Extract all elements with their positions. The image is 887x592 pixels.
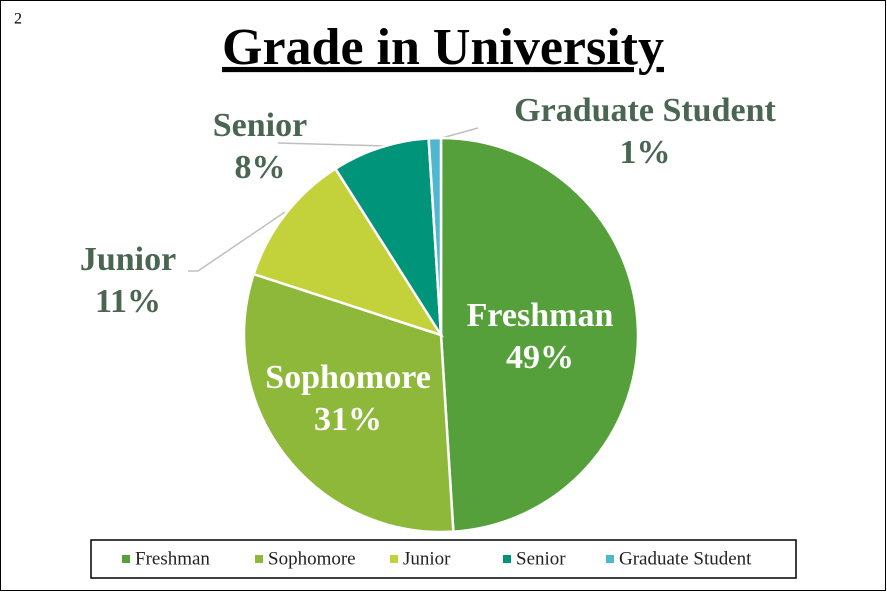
slice-label: Senior — [213, 107, 307, 144]
legend-box — [90, 539, 797, 579]
slice-value-label: 8% — [235, 149, 286, 186]
slice-label: Junior — [80, 241, 176, 278]
pie-slice — [333, 137, 443, 336]
pie-slice — [242, 272, 455, 534]
leader-line — [188, 211, 286, 272]
slice-value-label: 1% — [620, 134, 671, 171]
legend-swatch — [255, 555, 263, 563]
legend-swatch — [606, 555, 614, 563]
pie-slice — [439, 136, 640, 533]
page-number: 2 — [14, 11, 22, 28]
slice-value-label: 49% — [506, 339, 574, 376]
slice-label: Freshman — [467, 297, 614, 334]
legend-label: Junior — [403, 548, 451, 569]
slice-label: Graduate Student — [514, 92, 776, 129]
legend-swatch — [122, 555, 130, 563]
leader-line — [277, 142, 386, 147]
legend-label: Sophomore — [268, 548, 356, 569]
legend-label: Freshman — [135, 548, 210, 569]
legend-label: Graduate Student — [619, 548, 752, 569]
legend-label: Senior — [516, 548, 566, 569]
pie-slice — [427, 136, 443, 336]
legend-swatch — [503, 555, 511, 563]
slice-value-label: 11% — [95, 283, 161, 320]
slice-value-label: 31% — [314, 401, 382, 438]
legend-swatch — [390, 555, 398, 563]
chart-title: Grade in University — [222, 19, 664, 76]
slice-label: Sophomore — [265, 359, 431, 396]
pie-slice — [252, 166, 444, 338]
